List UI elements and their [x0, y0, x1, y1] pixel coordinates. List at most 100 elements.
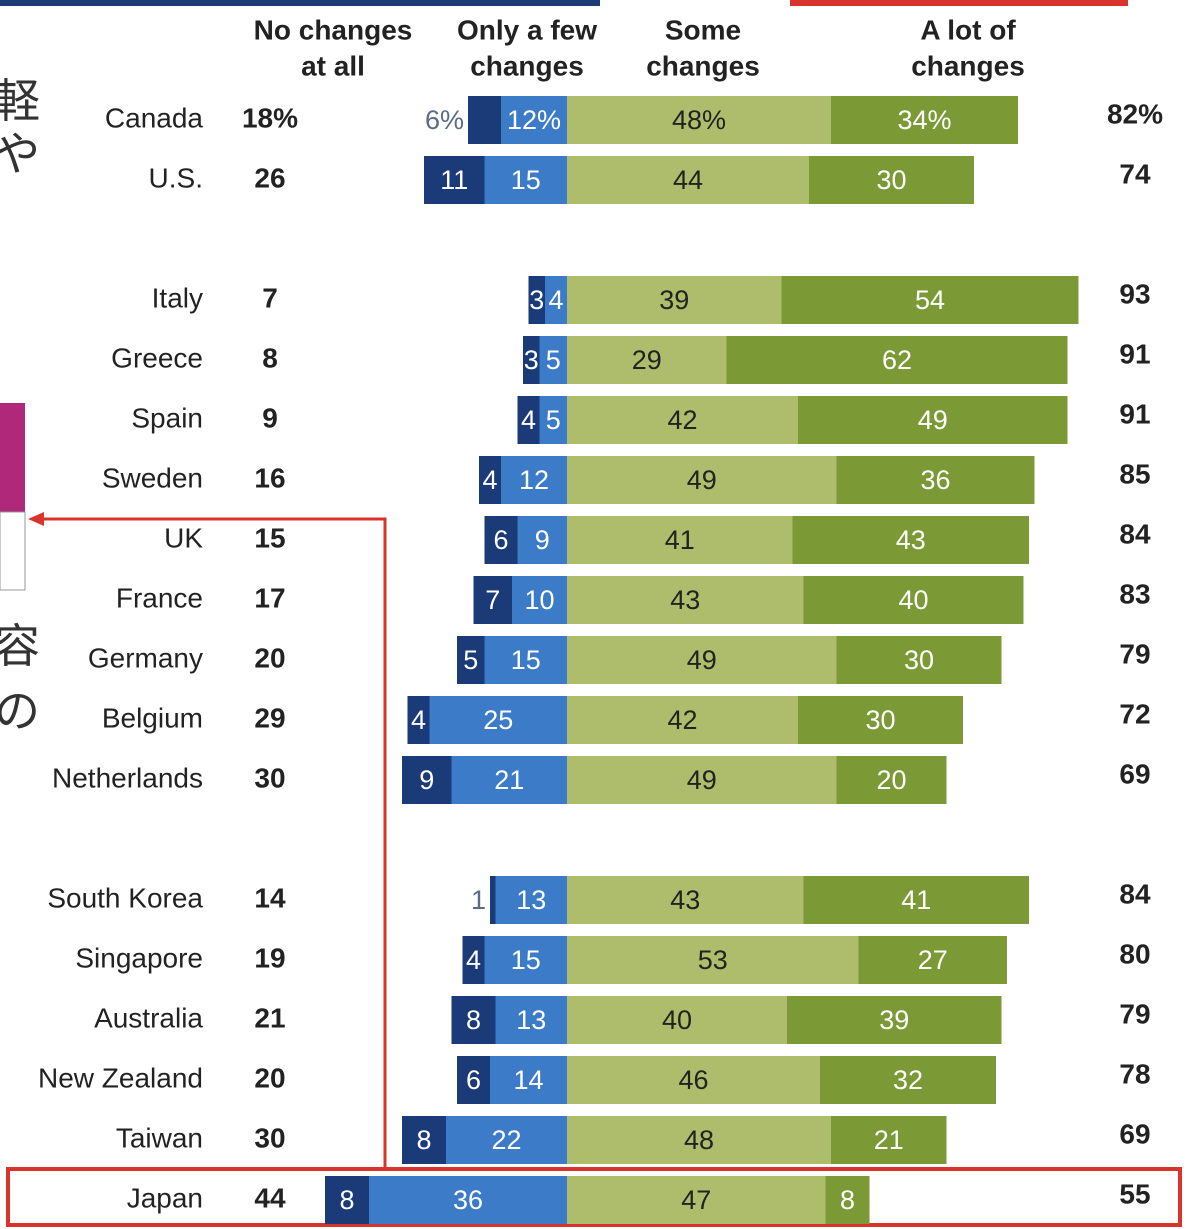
segment-label: 47	[681, 1185, 711, 1215]
bar-segment	[567, 636, 837, 684]
segment-label: 4	[482, 465, 497, 495]
margin-text: の	[0, 685, 40, 737]
column-header: changes	[470, 50, 584, 81]
bar-segment	[567, 336, 727, 384]
segment-label: 20	[876, 765, 906, 795]
bar-segment	[858, 936, 1007, 984]
bar-segment	[567, 96, 831, 144]
bar-segment	[462, 936, 485, 984]
right-total: 80	[1119, 938, 1150, 969]
arrow-head	[28, 512, 44, 526]
bar-segment	[451, 996, 496, 1044]
right-total: 79	[1119, 638, 1150, 669]
bar-segment	[798, 696, 963, 744]
country-label: Singapore	[75, 942, 203, 973]
segment-label: 8	[339, 1185, 354, 1215]
segment-label: 34%	[897, 105, 951, 135]
segment-label: 4	[411, 705, 426, 735]
bar-segment	[726, 336, 1068, 384]
country-label: UK	[164, 522, 203, 553]
segment-label: 48	[684, 1125, 714, 1155]
left-total: 20	[254, 642, 285, 673]
column-header: A lot of	[920, 14, 1016, 45]
bar-segment	[787, 996, 1002, 1044]
right-total: 85	[1119, 458, 1150, 489]
country-label: Taiwan	[116, 1122, 203, 1153]
segment-label: 54	[915, 285, 945, 315]
bar-segment	[484, 936, 567, 984]
bar-segment	[803, 876, 1029, 924]
column-header: changes	[646, 50, 760, 81]
segment-label: 30	[865, 705, 895, 735]
right-total: 55	[1119, 1178, 1150, 1209]
segment-label: 13	[516, 1005, 546, 1035]
segment-label: 43	[896, 525, 926, 555]
segment-label: 5	[546, 345, 561, 375]
bar-segment	[457, 1056, 490, 1104]
country-label: Italy	[152, 282, 203, 313]
segment-label: 15	[511, 645, 541, 675]
bar-segment	[809, 156, 974, 204]
bar-segment	[567, 156, 809, 204]
segment-label: 29	[632, 345, 662, 375]
right-total: 82%	[1107, 98, 1163, 129]
bar-segment	[501, 96, 567, 144]
bar-segment	[831, 96, 1018, 144]
bar-segment	[484, 156, 567, 204]
left-total: 15	[254, 522, 285, 553]
country-label: South Korea	[47, 882, 203, 913]
segment-label: 30	[904, 645, 934, 675]
right-total: 69	[1119, 758, 1150, 789]
bar-segment	[402, 756, 452, 804]
bar-segment	[473, 576, 512, 624]
segment-label: 15	[511, 165, 541, 195]
left-total: 26	[254, 162, 285, 193]
left-total: 44	[254, 1182, 286, 1213]
segment-label: 62	[882, 345, 912, 375]
bar-segment	[457, 636, 485, 684]
right-total: 83	[1119, 578, 1150, 609]
margin-text: や	[0, 128, 40, 180]
segment-label: 4	[521, 405, 536, 435]
bar-segment	[325, 1176, 369, 1224]
country-label: France	[116, 582, 203, 613]
top-rule	[0, 0, 600, 6]
segment-label: 3	[524, 345, 539, 375]
left-total: 21	[254, 1002, 285, 1033]
right-total: 72	[1119, 698, 1150, 729]
segment-label: 53	[698, 945, 728, 975]
bar-segment	[539, 336, 567, 384]
bar-segment	[820, 1056, 996, 1104]
top-rule	[790, 0, 1128, 6]
segment-label: 40	[898, 585, 928, 615]
segment-label: 4	[548, 285, 563, 315]
right-total: 91	[1119, 338, 1150, 369]
bar-segment	[484, 636, 567, 684]
bar-segment	[831, 1116, 947, 1164]
bar-segment	[495, 996, 567, 1044]
segment-label: 8	[416, 1125, 431, 1155]
segment-label: 5	[463, 645, 478, 675]
segment-label: 1	[471, 885, 486, 915]
segment-label: 39	[879, 1005, 909, 1035]
segment-label: 30	[876, 165, 906, 195]
country-label: Netherlands	[52, 762, 203, 793]
right-total: 84	[1119, 878, 1151, 909]
segment-label: 42	[667, 705, 697, 735]
bar-segment	[490, 1056, 567, 1104]
bar-segment	[407, 696, 430, 744]
segment-label: 12	[519, 465, 549, 495]
country-label: Japan	[127, 1182, 203, 1213]
right-total: 93	[1119, 278, 1150, 309]
segment-label: 49	[687, 465, 717, 495]
bar-segment	[484, 516, 518, 564]
bar-segment	[523, 336, 540, 384]
segment-label: 10	[524, 585, 554, 615]
segment-label: 49	[918, 405, 948, 435]
bar-segment	[567, 396, 798, 444]
segment-label: 3	[529, 285, 544, 315]
segment-label: 8	[466, 1005, 481, 1035]
segment-label: 4	[466, 945, 481, 975]
segment-label: 43	[670, 585, 700, 615]
